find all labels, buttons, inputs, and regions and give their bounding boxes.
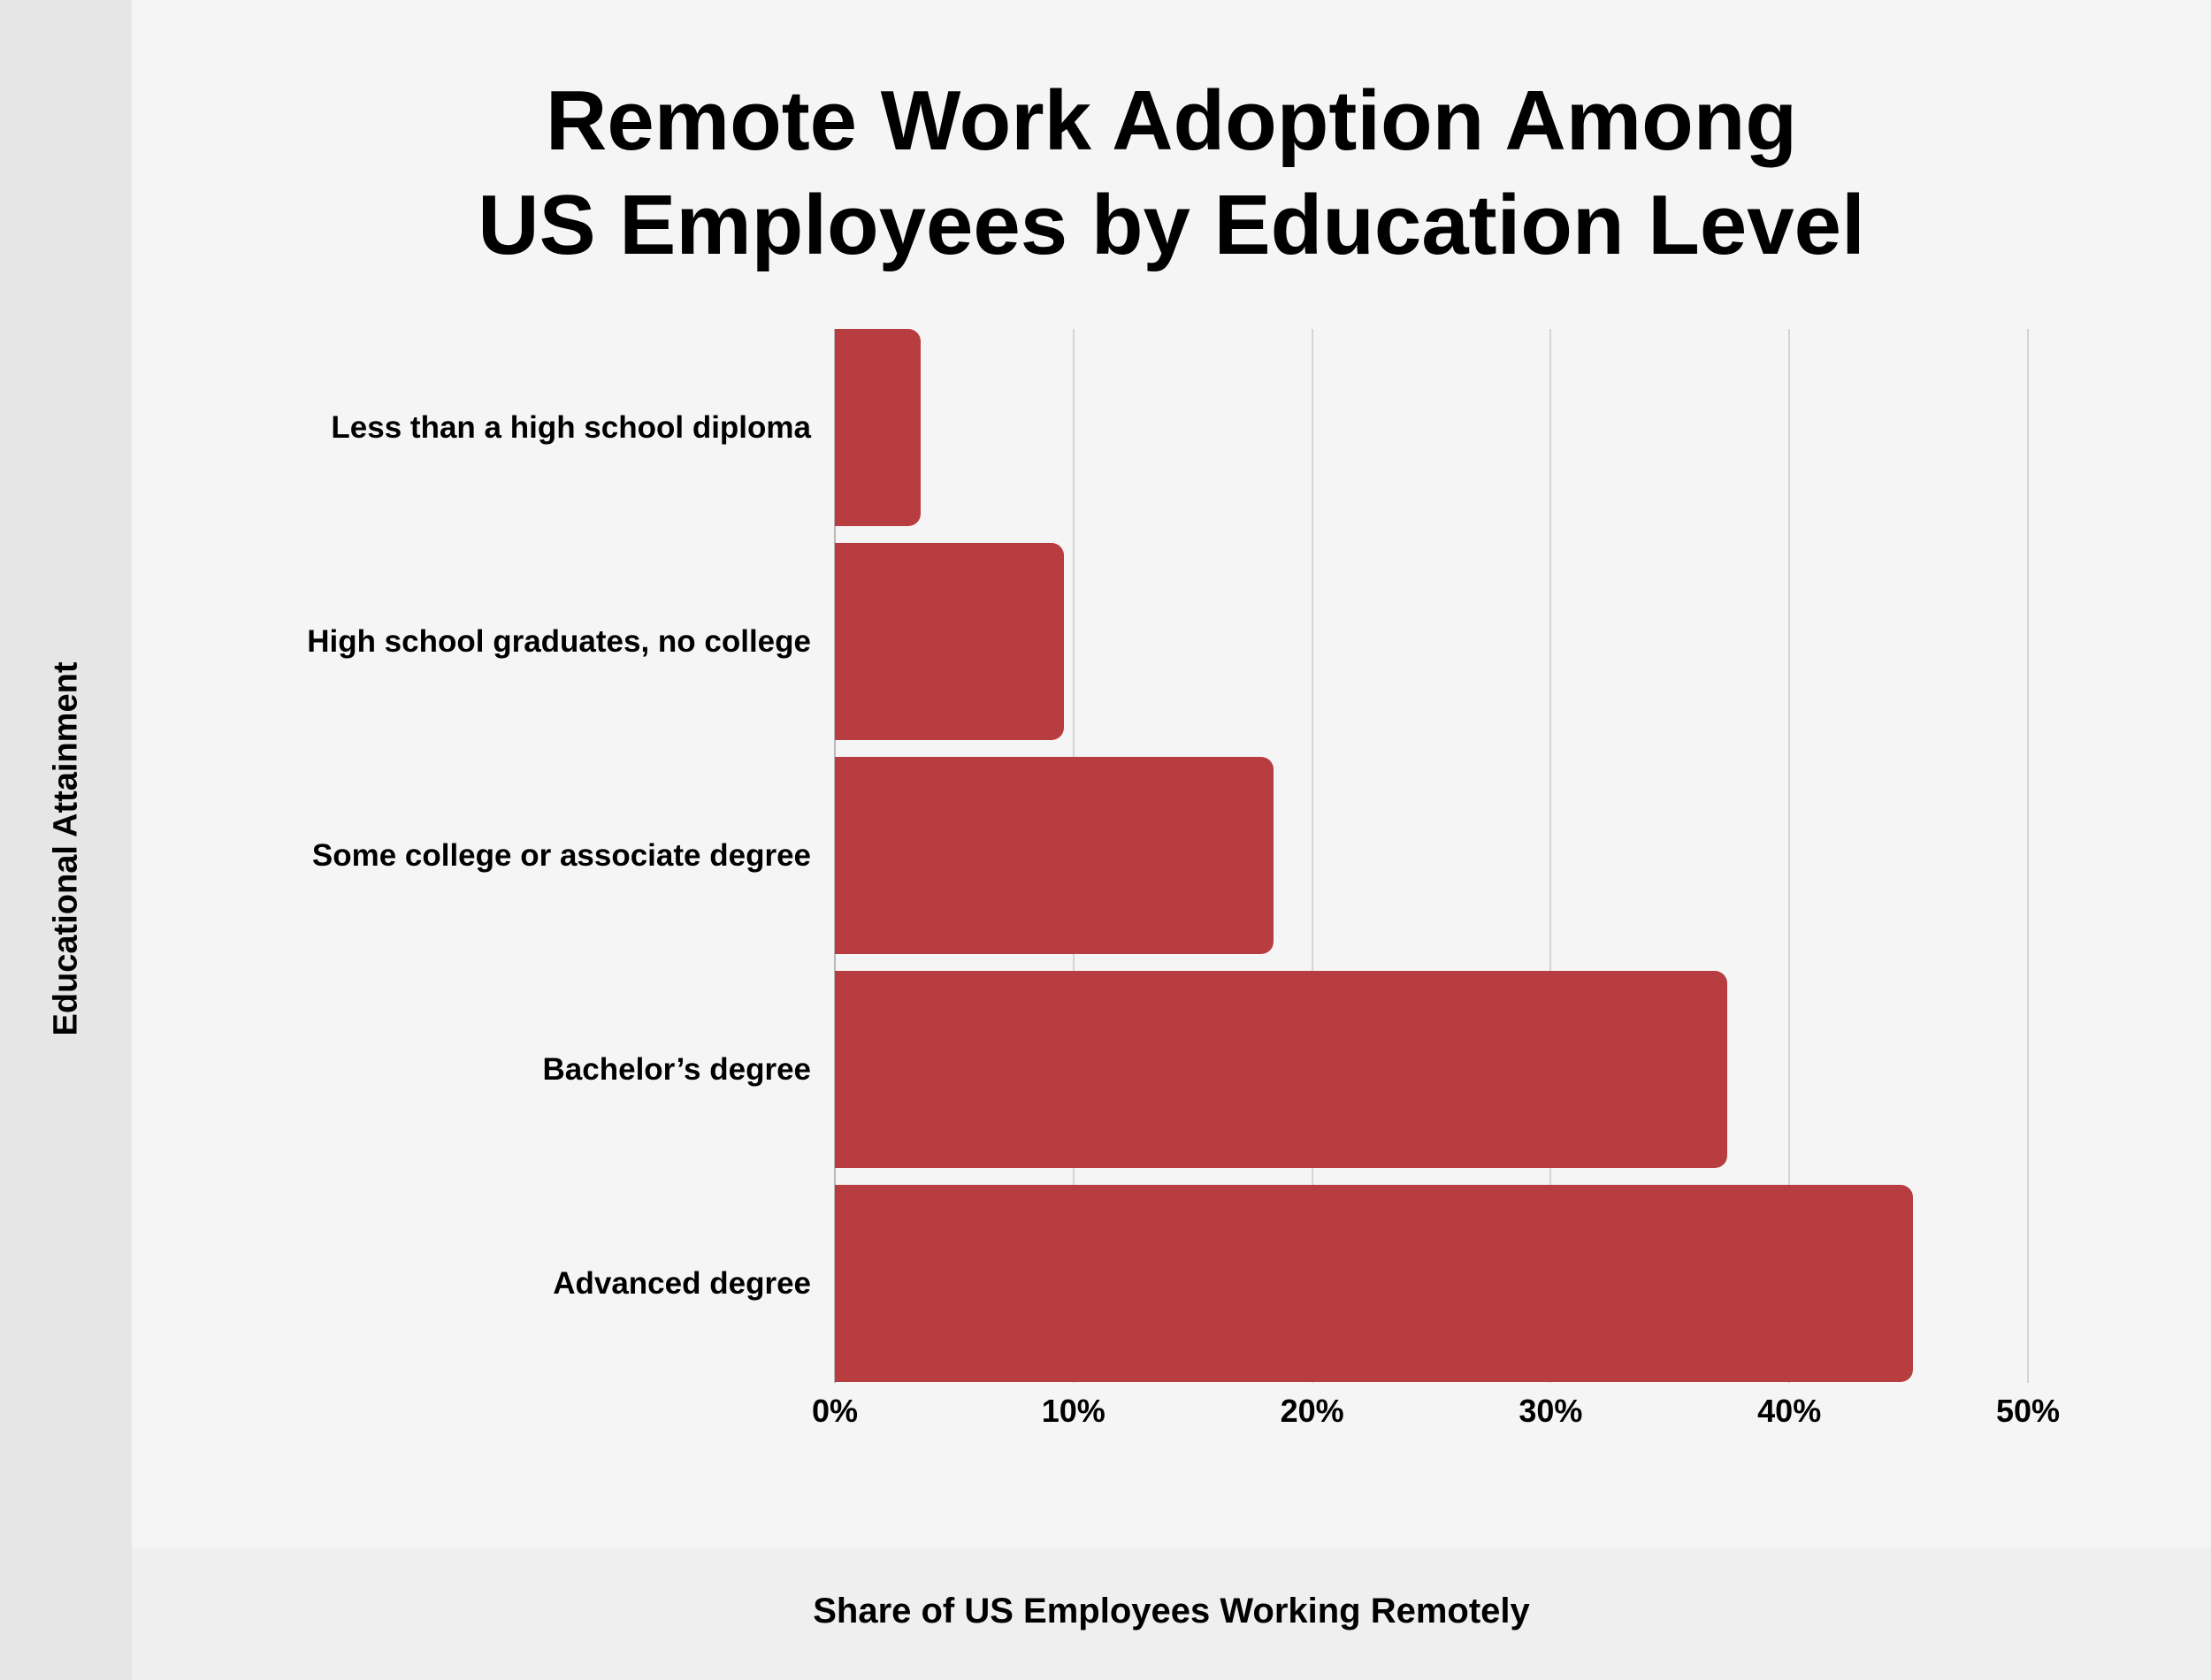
category-label: Advanced degree [553,1265,811,1301]
bar[interactable] [835,1185,1914,1382]
x-axis-label: Share of US Employees Working Remotely [813,1592,1530,1630]
bar[interactable] [835,543,1064,740]
x-tick-label: 10% [1041,1393,1106,1429]
x-tick-label: 20% [1280,1393,1344,1429]
x-axis-label-band [132,1547,2211,1680]
chart-title-line-1: Remote Work Adoption Among [545,73,1797,168]
y-axis-label: Educational Attainment [47,661,85,1036]
bar[interactable] [835,757,1274,954]
bar[interactable] [835,329,922,526]
gridline [1311,329,1313,1383]
x-tick-label: 0% [811,1393,859,1429]
gridline [1788,329,1791,1383]
x-tick-label: 30% [1519,1393,1583,1429]
bar[interactable] [835,971,1728,1168]
x-tick-label: 50% [1995,1393,2061,1429]
chart-title: Remote Work Adoption Among US Employees … [132,69,2211,278]
category-label: Bachelor’s degree [542,1051,811,1087]
gridline [1549,329,1552,1383]
category-label: Some college or associate degree [311,837,811,873]
gridline [2027,329,2029,1383]
chart-title-line-2: US Employees by Education Level [478,178,1865,272]
category-label: High school graduates, no college [307,623,811,659]
x-tick-label: 40% [1757,1393,1822,1429]
category-label: Less than a high school diploma [331,409,811,445]
y-axis-label-strip: Educational Attainment [0,0,132,1680]
